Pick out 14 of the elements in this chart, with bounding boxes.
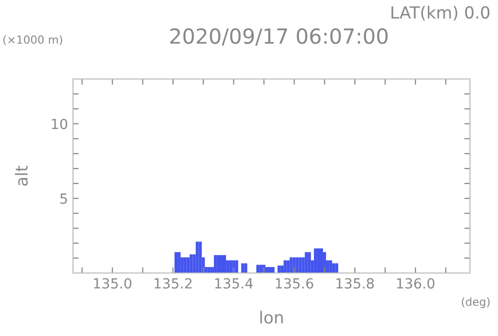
y-axis-title: alt [14,166,28,186]
text: (deg) [462,297,490,308]
x-tick-label: 135.0 [94,278,132,289]
y-tick-label: 5 [60,194,67,204]
x-tick-label: 135.8 [336,278,374,289]
x-tick-label: 135.4 [215,278,253,289]
x-tick-label: 135.6 [276,278,314,289]
chart-subtitle: LAT(km) 0.0 [392,6,490,21]
x-tick-label: 135.2 [154,278,192,289]
x-tick-label: 136.0 [397,278,434,289]
text: (×1000 m) [3,35,62,46]
chart-title: 2020/09/17 06:07:00 [170,28,388,46]
y-tick-label: 10 [52,118,68,130]
x-axis-title: lon [260,310,283,324]
